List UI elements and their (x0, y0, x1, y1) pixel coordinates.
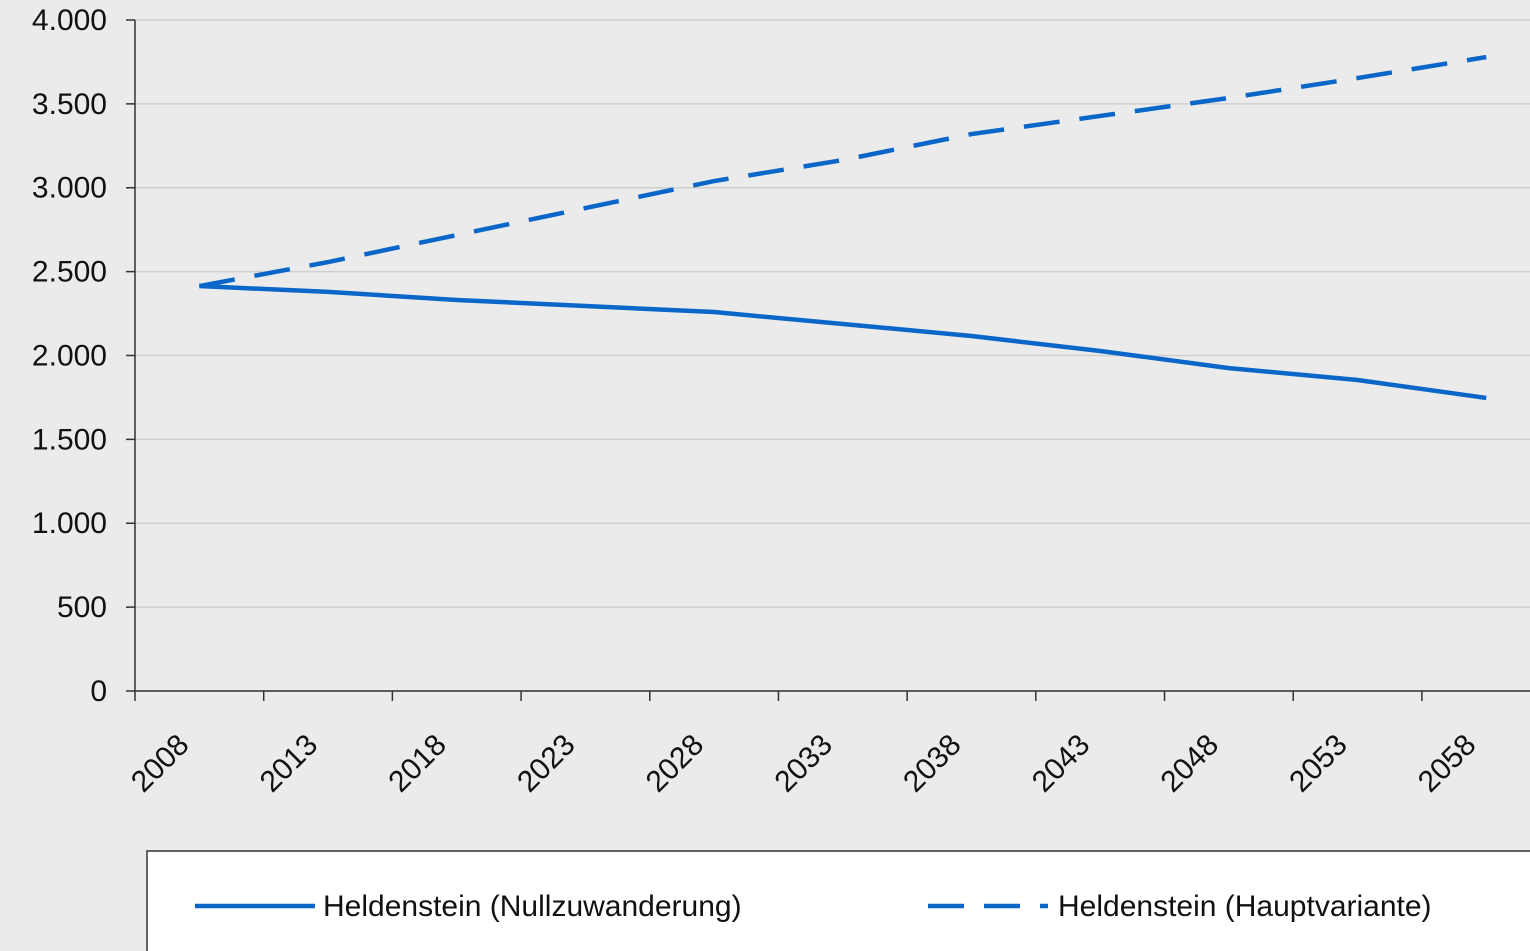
x-tick-label: 2053 (1283, 728, 1354, 799)
data-line (198, 54, 1487, 289)
y-tick-label: 1.500 (32, 423, 107, 456)
legend-label: Heldenstein (Hauptvariante) (1058, 890, 1432, 923)
y-tick-label: 2.000 (32, 339, 107, 372)
x-tick-label: 2043 (1026, 728, 1097, 799)
y-tick-label: 1.000 (32, 507, 107, 540)
legend-label: Heldenstein (Nullzuwanderung) (323, 890, 742, 923)
data-line (199, 283, 1487, 401)
x-tick-label: 2013 (254, 728, 325, 799)
x-tick-label: 2018 (382, 728, 453, 799)
x-tick-label: 2023 (511, 728, 582, 799)
x-tick-label: 2038 (897, 728, 968, 799)
x-tick-label: 2033 (768, 728, 839, 799)
y-tick-label: 3.500 (32, 88, 107, 121)
x-tick-label: 2008 (125, 728, 196, 799)
y-tick-label: 2.500 (32, 256, 107, 289)
y-tick-label: 3.000 (32, 172, 107, 205)
x-tick-label: 2028 (640, 728, 711, 799)
y-tick-label: 4.000 (32, 4, 107, 37)
x-tick-label: 2048 (1155, 728, 1226, 799)
x-tick-label: 2058 (1412, 728, 1483, 799)
y-tick-label: 0 (90, 675, 107, 708)
y-tick-label: 500 (57, 591, 107, 624)
legend-box (146, 850, 1530, 951)
